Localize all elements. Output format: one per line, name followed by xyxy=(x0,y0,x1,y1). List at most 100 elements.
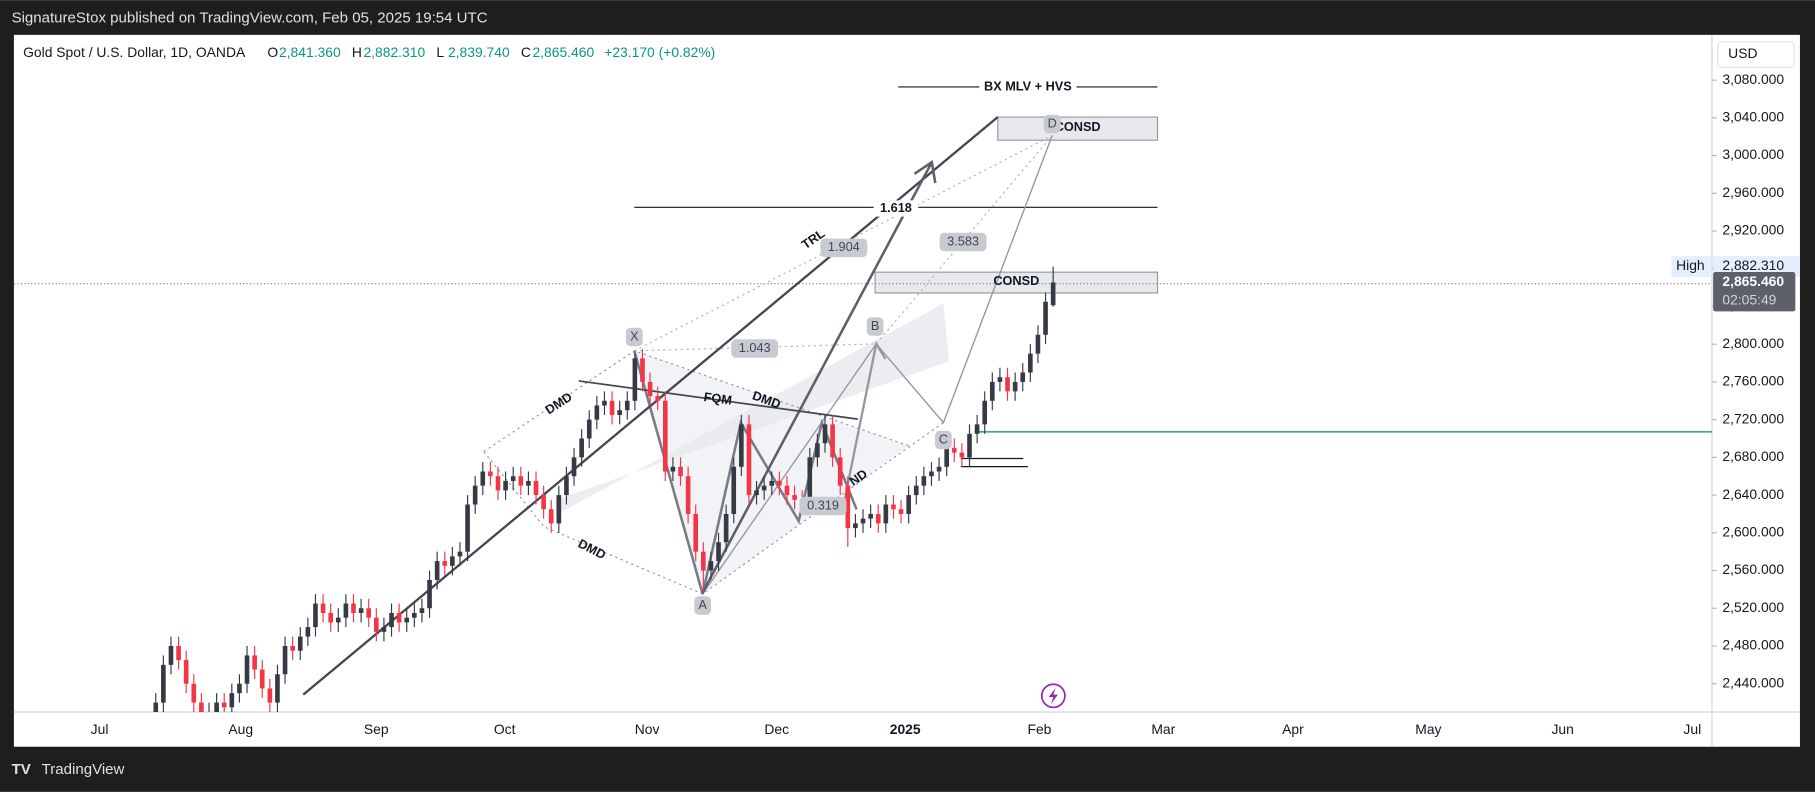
candle-body xyxy=(313,603,318,628)
annotation: FQM xyxy=(703,389,733,408)
candle-body xyxy=(510,476,516,481)
candle-body xyxy=(381,627,387,632)
candle-body xyxy=(769,480,775,486)
candle-body xyxy=(404,617,410,623)
candle-body xyxy=(875,513,881,524)
candle-body xyxy=(739,424,744,467)
x-tick-label: Oct xyxy=(494,721,516,737)
y-tick-label: 2,480.000 xyxy=(1722,637,1784,653)
high-price: 2,882.310 xyxy=(1722,257,1784,273)
candle-body xyxy=(282,645,288,675)
candle-body xyxy=(617,410,622,415)
candle-body xyxy=(609,400,615,415)
candle-body xyxy=(275,674,280,703)
candle-body xyxy=(244,655,250,684)
y-tick-label: 2,800.000 xyxy=(1722,335,1784,351)
candle-body xyxy=(921,476,927,486)
candle-body xyxy=(777,480,782,486)
candle-body xyxy=(632,358,638,401)
annotation: B xyxy=(866,317,884,336)
candle-body xyxy=(571,457,577,477)
annotation-text: 1.904 xyxy=(828,239,860,254)
candle-body xyxy=(1020,372,1026,382)
high-tag xyxy=(1671,256,1711,277)
candle-body xyxy=(891,504,896,510)
candle-body xyxy=(708,561,714,571)
candle-body xyxy=(191,683,197,703)
candle-body xyxy=(837,457,843,486)
candle-body xyxy=(967,433,972,458)
candle-body xyxy=(1005,377,1010,392)
candle-body xyxy=(465,504,470,552)
candle-body xyxy=(685,476,691,514)
candle-body xyxy=(1028,353,1033,373)
candle-body xyxy=(670,466,676,472)
currency-button[interactable] xyxy=(1717,41,1795,68)
candle-body xyxy=(761,485,767,491)
candle-body xyxy=(328,612,333,623)
candle-body xyxy=(792,495,797,500)
countdown: 02:05:49 xyxy=(1722,292,1776,308)
y-tick-label: 2,680.000 xyxy=(1722,448,1784,464)
x-tick-label: Jul xyxy=(91,721,109,737)
candle-body xyxy=(434,561,440,580)
annotation: BX MLV + HVS xyxy=(979,78,1077,96)
candle-body xyxy=(594,405,600,420)
candle-body xyxy=(929,471,934,477)
candle-body xyxy=(305,627,311,637)
annotation-text: BX MLV + HVS xyxy=(984,78,1072,93)
y-tick-label: 3,000.000 xyxy=(1722,146,1784,162)
axes: 3,080.000 3,040.000 3,000.000 2,960.000 2,92… xyxy=(91,71,1800,737)
candle-body xyxy=(723,513,729,543)
candle-body xyxy=(822,424,828,444)
candle-body xyxy=(168,645,174,665)
ohlc-value: 2,865.460 xyxy=(532,44,594,60)
annotation-text: CONSD xyxy=(993,273,1039,288)
candle-body xyxy=(693,513,699,552)
annotation-text: C xyxy=(939,431,948,446)
candle-body xyxy=(997,377,1003,382)
candle-body xyxy=(503,480,508,491)
last-price: 2,865.460 xyxy=(1722,273,1784,289)
published-line: SignatureStox published on TradingView.c… xyxy=(12,10,488,27)
y-tick-label: 2,760.000 xyxy=(1722,373,1784,389)
event-icon xyxy=(1040,683,1066,709)
candle-body xyxy=(297,636,303,651)
ohlc-key: H xyxy=(352,44,362,60)
consd-box xyxy=(997,116,1159,141)
label-box xyxy=(939,232,987,252)
ohlc-key: L xyxy=(436,44,444,60)
candle-body xyxy=(229,693,235,708)
y-tick-label: 2,720.000 xyxy=(1722,410,1784,426)
currency[interactable]: USD xyxy=(1728,45,1757,61)
x-tick-label: Mar xyxy=(1151,721,1175,737)
symbol: Gold Spot / U.S. Dollar, 1D, OANDA xyxy=(23,44,246,60)
candle-body xyxy=(1050,282,1056,306)
candle-body xyxy=(351,603,356,613)
y-tick-label: 2,960.000 xyxy=(1722,184,1784,200)
x-tick-label: Aug xyxy=(228,721,253,737)
candle-body xyxy=(906,495,911,514)
candle-body xyxy=(579,438,584,458)
candle-body xyxy=(602,400,607,406)
candle-body xyxy=(647,381,653,397)
candle-body xyxy=(176,645,181,661)
candle-body xyxy=(526,480,531,486)
ohlc-key: C xyxy=(521,44,531,60)
ohlc-value: 2,841.360 xyxy=(279,44,341,60)
label-box xyxy=(799,496,847,516)
candle-body xyxy=(541,495,546,510)
candle-body xyxy=(564,476,569,496)
arrow-to-b xyxy=(843,340,887,499)
candle-body xyxy=(488,471,493,477)
label-box xyxy=(1043,114,1061,134)
candle-body xyxy=(183,660,189,684)
annotation-text: CONSD xyxy=(1055,119,1101,134)
candle-body xyxy=(214,702,219,713)
candle-body xyxy=(586,419,592,439)
candle-body xyxy=(366,608,372,618)
candle-body xyxy=(153,702,159,713)
candle-body xyxy=(335,617,341,623)
candle-body xyxy=(1043,301,1048,335)
